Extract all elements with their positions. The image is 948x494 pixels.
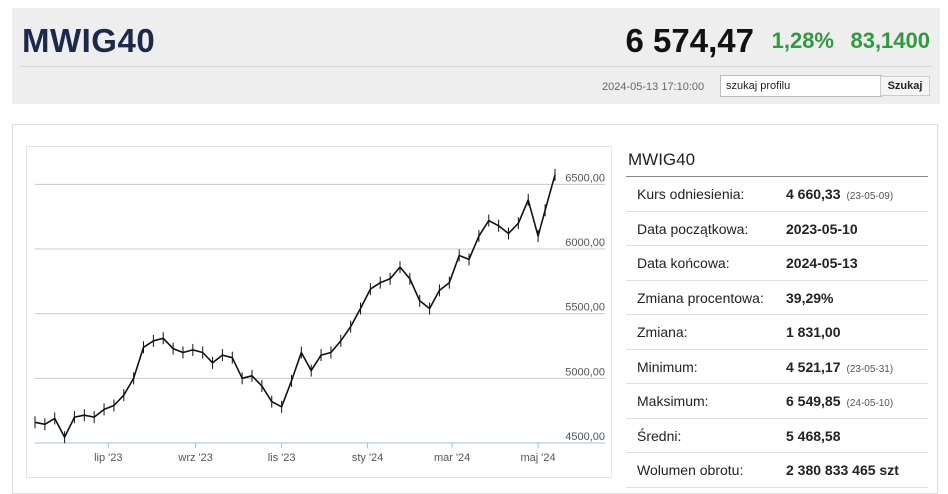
stat-value-text: 2024-05-13 xyxy=(786,255,858,271)
stat-row: Wolumen obrotu: 2 380 833 465 szt xyxy=(626,453,928,488)
stat-label: Zmiana: xyxy=(637,324,688,340)
change-percent: 1,28% xyxy=(771,28,834,53)
x-tick-label: maj '24 xyxy=(521,452,556,464)
stat-value-text: 4 660,33 xyxy=(786,186,841,202)
x-tick-label: lis '23 xyxy=(268,452,296,464)
price-chart[interactable]: 6500,00 6000,00 5500,00 5000,00 4500,00 lip '… xyxy=(26,146,612,478)
stat-label: Kurs odniesienia: xyxy=(637,186,745,202)
stat-row: Zmiana: 1 831,00 xyxy=(626,315,928,350)
stat-label: Data początkowa: xyxy=(637,220,749,237)
stat-value-text: 2 380 833 465 szt xyxy=(786,462,899,478)
price-line xyxy=(34,174,556,439)
stat-value: 1 831,00 xyxy=(786,324,841,340)
x-tick-label: lip '23 xyxy=(94,452,122,464)
search-button[interactable]: Szukaj xyxy=(880,76,930,96)
y-tick-label: 5500,00 xyxy=(565,302,605,314)
stats-title: MWIG40 xyxy=(626,146,928,177)
stat-row: Maksimum: 6 549,85 (24-05-10) xyxy=(626,384,928,419)
quote-header: MWIG40 6 574,47 1,28% 83,1400 2024-05-13… xyxy=(12,8,940,104)
instrument-title: MWIG40 xyxy=(22,22,156,59)
last-price: 6 574,47 xyxy=(625,22,754,59)
y-tick-label: 4500,00 xyxy=(565,431,605,443)
stats-rows: Kurs odniesienia: 4 660,33 (23-05-09) Data … xyxy=(626,177,928,488)
stat-value: 4 660,33 (23-05-09) xyxy=(786,186,893,202)
x-tick-label: wrz '23 xyxy=(177,452,213,464)
stat-value: 2 380 833 465 szt xyxy=(786,462,899,478)
x-tick-label: mar '24 xyxy=(434,452,470,464)
stat-value: 4 521,17 (23-05-31) xyxy=(786,359,893,375)
stat-value: 2024-05-13 xyxy=(786,255,858,271)
stat-label: Wolumen obrotu: xyxy=(637,462,744,478)
stat-label: Średni: xyxy=(637,427,682,444)
header-divider xyxy=(20,66,932,67)
stat-row: Kurs odniesienia: 4 660,33 (23-05-09) xyxy=(626,177,928,212)
x-tick-label: sty '24 xyxy=(352,452,383,464)
stat-label: Minimum: xyxy=(637,358,698,375)
stat-value-text: 2023-05-10 xyxy=(786,220,858,237)
quote-timestamp: 2024-05-13 17:10:00 xyxy=(602,81,705,93)
stat-value-text: 1 831,00 xyxy=(786,324,841,340)
y-tick-label: 6500,00 xyxy=(565,172,605,184)
stat-row: Średni: 5 468,58 xyxy=(626,419,928,453)
stat-date-note: (23-05-09) xyxy=(846,191,894,202)
stat-row: Data początkowa: 2023-05-10 xyxy=(626,212,928,246)
stat-label: Maksimum: xyxy=(637,393,709,409)
y-tick-label: 6000,00 xyxy=(565,237,605,249)
price-chart-svg: 6500,00 6000,00 5500,00 5000,00 4500,00 lip '… xyxy=(34,168,605,464)
stat-row: Minimum: 4 521,17 (23-05-31) xyxy=(626,350,928,384)
y-tick-label: 5000,00 xyxy=(565,366,605,378)
stat-value: 39,29% xyxy=(786,290,833,306)
stat-value: 2023-05-10 xyxy=(786,221,858,237)
stat-value-text: 39,29% xyxy=(786,289,834,306)
stat-row: Data końcowa: 2024-05-13 xyxy=(626,246,928,281)
stat-label: Data końcowa: xyxy=(637,255,730,271)
stat-value: 6 549,85 (24-05-10) xyxy=(786,393,893,409)
change-absolute: 83,1400 xyxy=(850,28,930,53)
stat-value-text: 6 549,85 xyxy=(786,393,841,409)
stat-value-text: 5 468,58 xyxy=(786,427,841,444)
stat-row: Zmiana procentowa: 39,29% xyxy=(626,281,928,315)
stat-date-note: (23-05-31) xyxy=(846,363,894,375)
stat-label: Zmiana procentowa: xyxy=(637,289,764,306)
stats-table: MWIG40 Kurs odniesienia: 4 660,33 (23-05-0… xyxy=(626,146,928,488)
stat-value-text: 4 521,17 xyxy=(786,358,841,375)
stat-date-note: (24-05-10) xyxy=(846,398,894,409)
search-input[interactable] xyxy=(720,75,882,97)
stat-value: 5 468,58 xyxy=(786,428,841,444)
